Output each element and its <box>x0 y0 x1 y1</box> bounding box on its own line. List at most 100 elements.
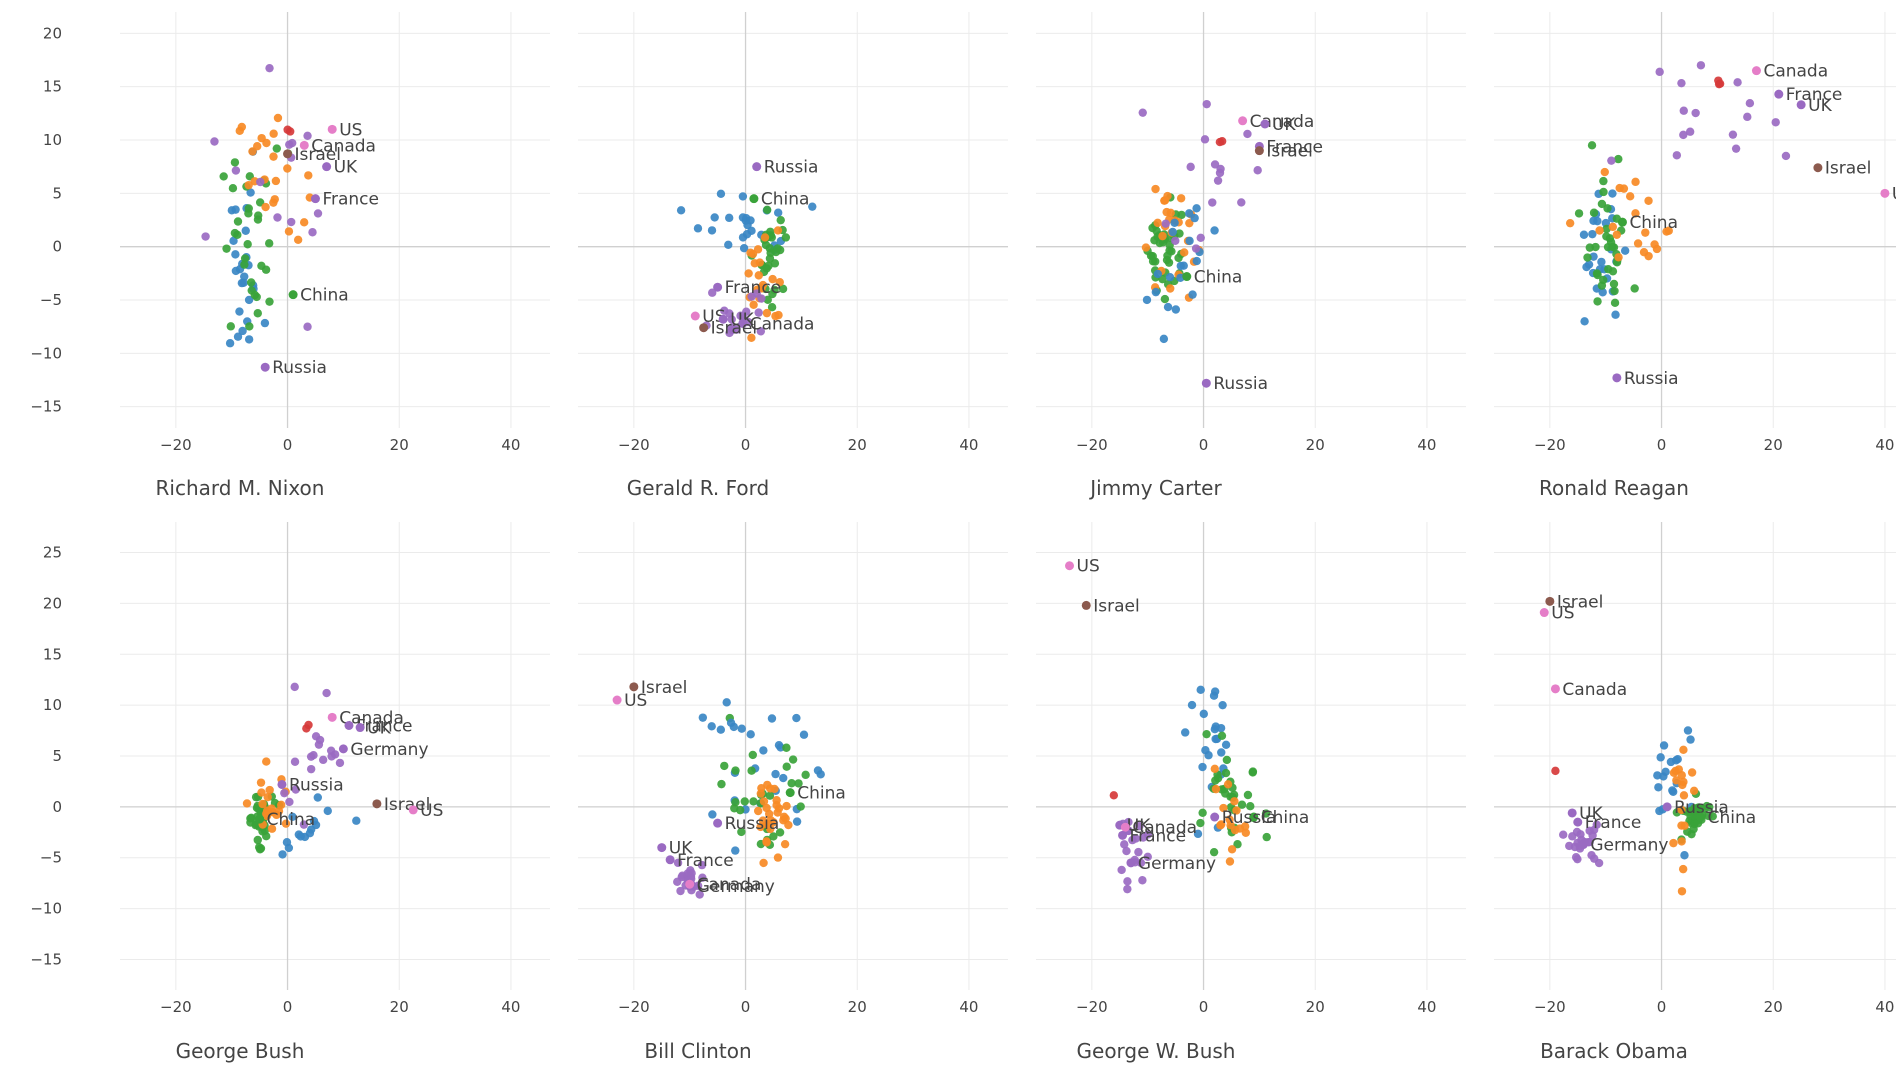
scatter-point <box>727 315 736 324</box>
x-tick-label: 20 <box>1306 998 1325 1016</box>
scatter-point <box>1170 218 1179 228</box>
scatter-point <box>1599 176 1608 186</box>
point-label: Russia <box>1624 369 1679 389</box>
scatter-point <box>1689 824 1698 834</box>
scatter-point <box>738 233 748 242</box>
point-label: Canada <box>311 136 376 156</box>
scatter-point <box>1163 302 1173 312</box>
scatter-point <box>1731 144 1741 153</box>
scatter-point <box>1150 236 1159 245</box>
scatter-point <box>1614 253 1623 262</box>
scatter-point <box>1771 118 1780 127</box>
scatter-point <box>240 260 249 269</box>
scatter-point <box>1151 184 1160 194</box>
scatter-point <box>238 326 247 336</box>
y-tick-label: −10 <box>30 900 62 918</box>
scatter-point <box>1216 723 1226 733</box>
scatter-point <box>1677 887 1687 896</box>
point-label: Germany <box>1590 836 1668 856</box>
point-label: Russia <box>272 358 327 378</box>
scatter-point <box>720 306 729 315</box>
scatter-point <box>722 698 731 707</box>
labeled-point <box>1751 66 1761 76</box>
scatter-point <box>1141 243 1151 252</box>
scatter-point <box>1202 99 1211 109</box>
scatter-point <box>291 785 300 794</box>
point-label: France <box>1786 85 1843 105</box>
scatter-point <box>1595 226 1604 235</box>
labeled-point <box>310 194 320 204</box>
scatter-point <box>256 177 265 187</box>
scatter-point <box>1571 853 1581 862</box>
scatter-point <box>768 289 777 299</box>
scatter-point <box>233 217 243 226</box>
scatter-point <box>1677 837 1686 846</box>
scatter-point <box>1135 821 1144 831</box>
scatter-point <box>314 740 324 749</box>
scatter-point <box>792 817 802 826</box>
scatter-point <box>231 250 240 259</box>
scatter-point <box>290 757 300 766</box>
y-tick-label: −15 <box>30 398 62 416</box>
labeled-point <box>1573 817 1583 827</box>
scatter-point <box>1592 269 1602 278</box>
scatter-point <box>1679 791 1689 800</box>
scatter-point <box>767 714 777 723</box>
scatter-point <box>1123 884 1132 894</box>
scatter-point <box>736 311 745 320</box>
scatter-point <box>1587 141 1597 150</box>
scatter-point <box>1215 137 1225 147</box>
point-label: Israel <box>295 145 341 165</box>
scatter-point <box>303 131 312 140</box>
scatter-point <box>257 788 266 797</box>
scatter-point <box>230 158 240 167</box>
scatter-point <box>781 814 790 823</box>
scatter-point <box>281 819 291 828</box>
scatter-point <box>1576 830 1585 839</box>
x-tick-label: −20 <box>1076 436 1108 454</box>
scatter-point <box>766 824 775 834</box>
scatter-point <box>265 297 274 306</box>
scatter-point <box>313 793 323 802</box>
point-label: China <box>761 190 810 210</box>
point-label: France <box>1585 813 1642 833</box>
point-label: UK <box>1579 804 1603 824</box>
y-tick-label: 5 <box>52 184 62 202</box>
scatter-point <box>231 166 241 175</box>
scatter-point <box>1597 281 1607 290</box>
scatter-point <box>263 792 272 802</box>
scatter-point <box>1233 840 1242 849</box>
scatter-point <box>246 188 255 197</box>
scatter-point <box>1185 218 1194 228</box>
scatter-point <box>731 846 740 855</box>
scatter-point <box>1728 130 1738 139</box>
labeled-point <box>612 695 622 705</box>
labeled-point <box>1539 608 1549 618</box>
scatter-point <box>1679 745 1688 755</box>
scatter-point <box>1246 802 1255 811</box>
scatter-point <box>1677 78 1686 88</box>
panel-title: Barack Obama <box>1540 1039 1688 1063</box>
x-tick-label: 20 <box>1764 436 1783 454</box>
scatter-point <box>1123 877 1132 886</box>
scatter-point <box>707 722 716 731</box>
scatter-point <box>799 730 809 739</box>
scatter-point <box>801 770 810 780</box>
scatter-point <box>1641 228 1650 237</box>
scatter-point <box>1171 305 1181 314</box>
scatter-point <box>290 682 299 692</box>
scatter-point <box>241 226 250 235</box>
labeled-point <box>1118 830 1128 840</box>
point-label: Israel <box>1557 592 1603 612</box>
point-label: Russia <box>764 158 819 178</box>
scatter-point <box>693 224 703 233</box>
scatter-point <box>1597 199 1607 209</box>
scatter-point <box>261 265 271 274</box>
point-label: Canada <box>1763 62 1828 82</box>
x-tick-label: −20 <box>1534 998 1566 1016</box>
labeled-point <box>1617 217 1627 227</box>
labeled-point <box>629 682 639 692</box>
scatter-point <box>299 820 309 829</box>
scatter-point <box>773 208 783 217</box>
